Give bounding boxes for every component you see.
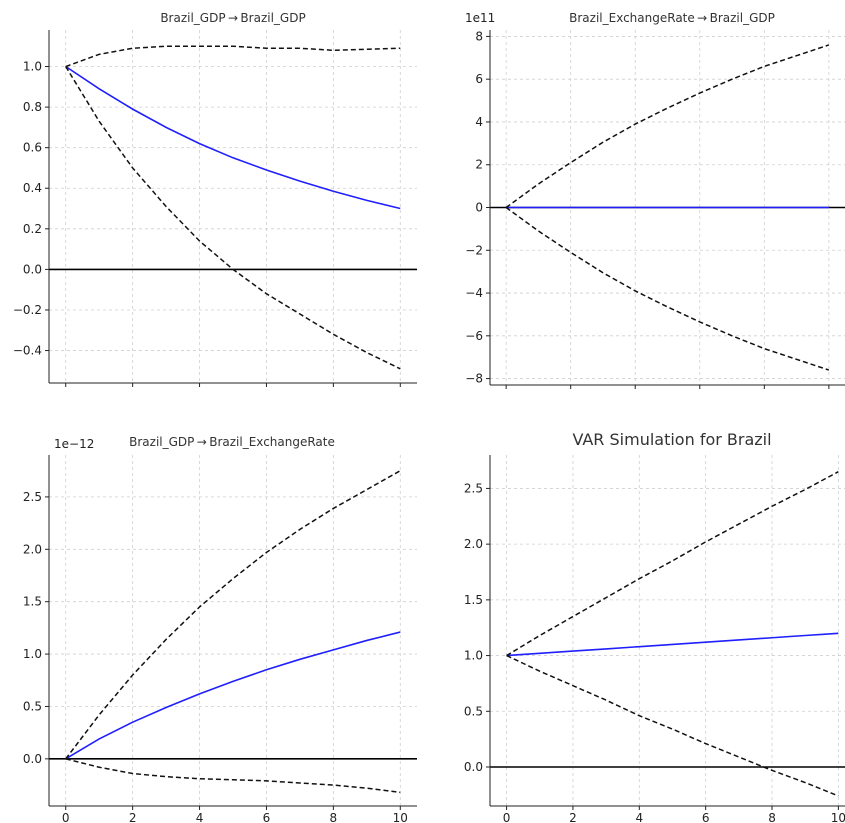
y-tick-label: 1.0 [464, 649, 483, 663]
chart-title: VAR Simulation for Brazil [572, 430, 771, 449]
chart-title: Brazil_ExchangeRate → Brazil_GDP [569, 11, 775, 25]
x-tick-label: 8 [768, 811, 776, 823]
y-tick-label: 0.5 [464, 704, 483, 718]
chart-title: Brazil_GDP → Brazil_ExchangeRate [129, 435, 335, 449]
y-tick-label: 4 [475, 115, 483, 129]
series-upper-line [505, 44, 830, 209]
x-tick-label: 0 [503, 811, 511, 823]
x-tick-label: 6 [702, 811, 710, 823]
y-tick-label: 1.0 [23, 60, 42, 74]
x-tick-label: 10 [831, 811, 845, 823]
x-tick-label: 6 [263, 811, 271, 823]
panel-var-simulation: 2.5 2.0 1.5 1.0 0.5 0.0 0 2 4 6 8 10 VAR Simulation … [464, 430, 845, 823]
y-tick-label: 1.5 [23, 595, 42, 609]
y-tick-label: 0.2 [23, 222, 42, 236]
y-tick-label: −6 [465, 329, 483, 343]
x-tick-label: 8 [330, 811, 338, 823]
x-tick-label: 2 [569, 811, 577, 823]
series-upper-line [65, 470, 401, 760]
y-tick-label: 0 [475, 201, 483, 215]
panel-gdp-to-gdp: 1.0 0.8 0.6 0.4 0.2 0.0 −0.2 −0.4 Brazil_GDP → B… [13, 11, 417, 387]
y-tick-label: 1.5 [464, 593, 483, 607]
y-tick-label: 2 [475, 158, 483, 172]
y-tick-label: 2.0 [464, 537, 483, 551]
y-tick-label: −8 [465, 372, 483, 386]
chart-title: Brazil_GDP → Brazil_GDP [160, 11, 305, 25]
y-tick-label: 2.5 [23, 490, 42, 504]
axis-offset-label: 1e11 [465, 11, 495, 25]
x-tick-label: 10 [393, 811, 408, 823]
x-tick-label: 0 [62, 811, 70, 823]
series-lower-line [505, 206, 830, 371]
y-tick-label: −4 [465, 286, 483, 300]
series-response-line [65, 631, 401, 760]
y-tick-label: 6 [475, 72, 483, 86]
series-upper-line [65, 45, 401, 68]
axis-offset-label: 1e−12 [54, 437, 94, 451]
panel-exchangerate-to-gdp: 8 6 4 2 0 −2 −4 −6 −8 Brazil_ExchangeRate → Brazi… [465, 11, 845, 389]
y-tick-label: 0.0 [464, 760, 483, 774]
y-tick-label: 0.0 [23, 752, 42, 766]
series-lower-line [65, 66, 401, 370]
y-tick-label: −0.2 [13, 303, 42, 317]
y-tick-label: 0.0 [23, 262, 42, 276]
series-response-line [65, 65, 401, 210]
x-tick-label: 4 [635, 811, 643, 823]
y-tick-label: 0.4 [23, 181, 42, 195]
y-tick-label: 1.0 [23, 647, 42, 661]
y-tick-label: 0.8 [23, 100, 42, 114]
series-lower-line [65, 758, 401, 794]
y-tick-label: −0.4 [13, 344, 42, 358]
y-tick-label: 2.5 [464, 481, 483, 495]
y-tick-label: 0.5 [23, 699, 42, 713]
y-tick-label: −2 [465, 243, 483, 257]
y-tick-label: 8 [475, 29, 483, 43]
y-tick-label: 2.0 [23, 542, 42, 556]
y-tick-label: 0.6 [23, 141, 42, 155]
series-upper-line [506, 471, 839, 657]
panel-gdp-to-exchangerate: 2.5 2.0 1.5 1.0 0.5 0.0 0 2 4 6 8 10 Brazil_GDP → Br… [23, 435, 417, 823]
series-lower-line [506, 654, 839, 797]
x-tick-label: 2 [129, 811, 137, 823]
series-response-line [506, 632, 839, 657]
x-tick-label: 4 [196, 811, 204, 823]
